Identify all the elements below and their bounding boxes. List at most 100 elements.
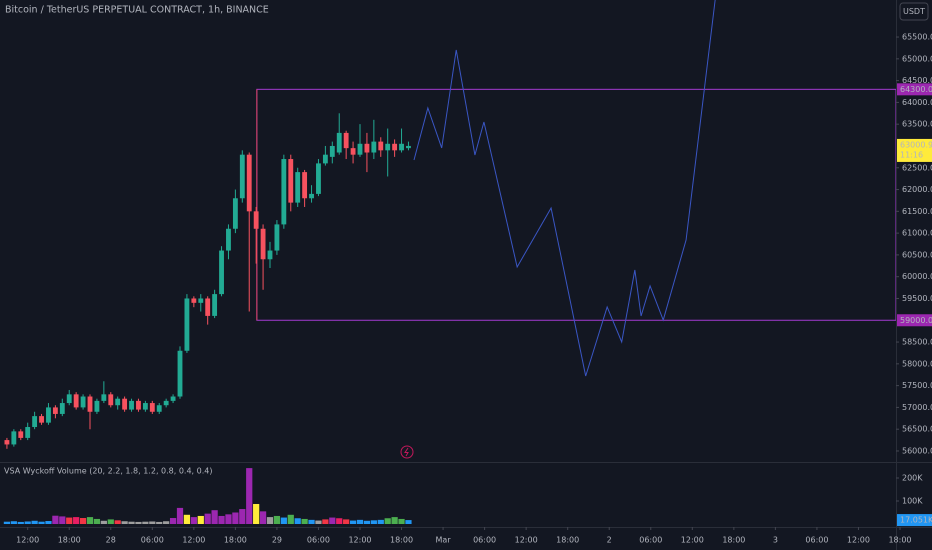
volume-bar [329, 517, 336, 524]
volume-bar [45, 521, 52, 524]
volume-bar [114, 520, 121, 524]
volume-bar [246, 468, 253, 524]
volume-bar [273, 515, 281, 524]
candle-body [163, 400, 169, 406]
x-tick-label: 06:00 [307, 536, 330, 545]
x-tick-label: 12:00 [182, 536, 205, 545]
candle-body [274, 224, 280, 251]
y-tick-label: 62500.0 [902, 163, 932, 172]
volume-bar [100, 520, 107, 524]
candle-body [336, 132, 342, 153]
volume-bar [176, 507, 184, 524]
x-tick-label: Mar [436, 536, 452, 545]
currency-button[interactable] [899, 2, 929, 21]
price-label: 64300.0 [900, 85, 932, 94]
candle-body [101, 394, 107, 401]
volume-last-badge [897, 514, 932, 527]
volume-bar [349, 520, 357, 524]
volume-last-label: 17.051K [900, 516, 932, 525]
volume-bar [322, 519, 329, 524]
currency-button-label[interactable]: USDT [903, 7, 925, 16]
candle-body [170, 396, 176, 401]
y-tick-label: 64000.0 [902, 98, 932, 107]
candle-body [302, 172, 308, 199]
price-label-badge [897, 314, 932, 327]
y-tick-label: 65000.0 [902, 54, 932, 63]
x-tick-label: 12:00 [681, 536, 704, 545]
candle-body [149, 403, 155, 412]
volume-bar [225, 514, 232, 524]
x-tick-label: 2 [607, 536, 612, 545]
indicator-title: VSA Wyckoff Volume (20, 2.2, 1.8, 1.2, 0… [4, 467, 212, 476]
x-tick-label: 06:00 [805, 536, 828, 545]
candle-body [11, 431, 17, 445]
volume-bar [343, 519, 350, 524]
candle-body [226, 228, 231, 251]
candle-body [329, 145, 335, 157]
x-tick-label: 28 [106, 536, 116, 545]
volume-bar [204, 513, 211, 524]
y-tick-label: 57500.0 [902, 381, 932, 390]
axes: 56000.0 56500.0 57000.0 57500.0 58000.0 58500… [16, 33, 932, 545]
volume-bar [3, 521, 11, 524]
last-price-badge [897, 138, 932, 162]
volume-bar [211, 510, 218, 524]
y-tick-label: 56500.0 [902, 425, 932, 434]
volume-bar [142, 521, 149, 524]
x-tick-label: 12:00 [16, 536, 39, 545]
volume-bar [398, 518, 405, 524]
candle-body [385, 143, 391, 151]
volume-bar [391, 517, 398, 524]
chart-title: Bitcoin / TetherUS PERPETUAL CONTRACT, 1… [5, 5, 269, 16]
volume-bar [239, 509, 246, 524]
volume-bar [121, 521, 128, 524]
candle-body [4, 440, 10, 445]
candle-body [267, 250, 273, 260]
y-tick-label: 61500.0 [902, 207, 932, 216]
candle-body [219, 250, 224, 295]
volume-bar [308, 519, 315, 524]
y-tick-label: 61000.0 [902, 229, 932, 238]
x-tick-label: 06:00 [473, 536, 496, 545]
volume-bar [163, 521, 170, 524]
candle-body [46, 407, 51, 423]
y-tick-label: 58500.0 [902, 338, 932, 347]
volume-bar [301, 518, 308, 524]
candle-body [136, 400, 141, 410]
x-tick-label: 12:00 [348, 536, 371, 545]
x-tick-label: 18:00 [556, 536, 579, 545]
y-tick-label: 60000.0 [902, 272, 932, 281]
candle-body [205, 298, 211, 316]
volume-bar [52, 515, 59, 524]
candle-body [32, 416, 38, 428]
volume-tick-label: 200K [902, 473, 923, 482]
candle-body [142, 403, 148, 410]
x-tick-label: 3 [773, 536, 778, 545]
candle-body [156, 405, 162, 412]
x-tick-label: 06:00 [639, 536, 662, 545]
candle-body [371, 141, 377, 153]
candle-body [343, 132, 349, 149]
volume-bar [253, 503, 260, 524]
candle-body [399, 143, 404, 151]
candle-body [295, 172, 301, 203]
volume-bar [266, 517, 274, 524]
y-tick-label: 64500.0 [902, 76, 932, 85]
candle-body [322, 154, 328, 164]
candle-body [87, 396, 93, 412]
candle-body [52, 407, 58, 414]
volume-bar [356, 519, 364, 524]
event-icon[interactable] [400, 445, 414, 459]
volume-bar [66, 517, 73, 524]
candle-body [288, 159, 294, 203]
candle-body [115, 398, 121, 406]
volume-bar [218, 515, 225, 524]
candle-body [392, 143, 398, 151]
x-tick-label: 29 [272, 536, 282, 545]
volume-bar [370, 520, 377, 524]
candle-body [191, 298, 197, 303]
candle-body [212, 294, 218, 316]
candle-body [66, 394, 72, 404]
y-tick-label: 65500.0 [902, 33, 932, 42]
